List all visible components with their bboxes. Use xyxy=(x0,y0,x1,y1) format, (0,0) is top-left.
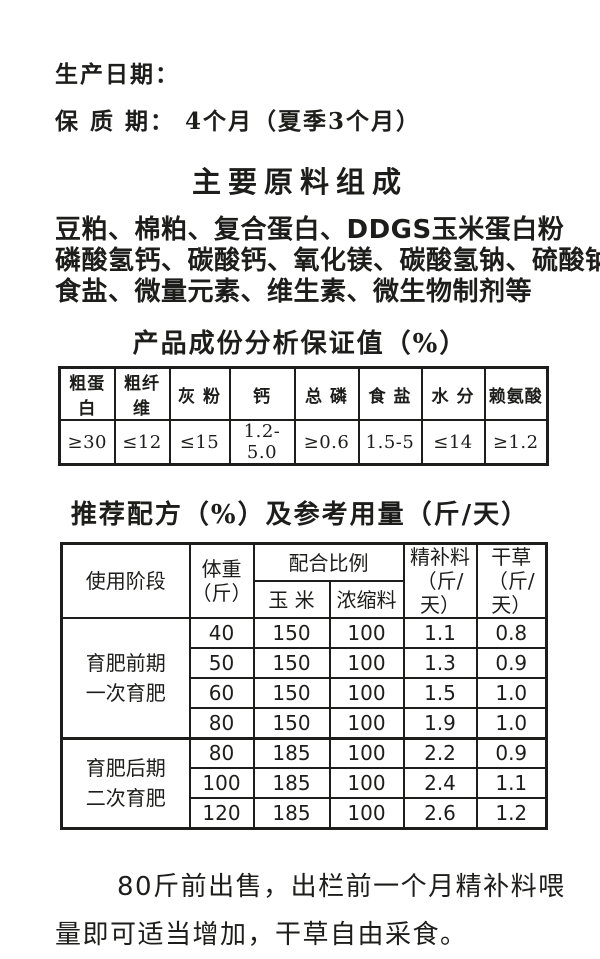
analysis-header-cell: 粗纤维 xyxy=(113,366,171,421)
shelf-life-value: 4个月（夏季3个月） xyxy=(185,108,422,135)
analysis-value-cell: ≥30 xyxy=(58,419,116,466)
analysis-value-cell: ≤12 xyxy=(113,419,171,466)
weight-cell: 40 xyxy=(188,617,255,649)
concentrate-cell: 100 xyxy=(328,647,405,679)
supplement-cell: 2.4 xyxy=(402,767,478,799)
hay-cell: 0.9 xyxy=(475,736,548,769)
table-row: 120 185 100 2.6 1.2 xyxy=(62,797,548,829)
stage-column-header: 使用阶段 xyxy=(60,542,191,619)
hay-cell: 1.0 xyxy=(475,707,548,739)
supplement-cell: 2.2 xyxy=(402,736,478,769)
weight-cell: 50 xyxy=(188,647,255,679)
hay-cell: 1.0 xyxy=(475,677,548,709)
ingredients-title: 主要原料组成 xyxy=(191,165,408,199)
production-date-line: 生产日期： xyxy=(55,0,600,89)
hay-column-header: 干草 （斤/天） xyxy=(475,542,548,619)
usage-note: 80斤前出售，出栏前一个月精补料喂 量即可适当增加，干草自由采食。 xyxy=(55,863,566,959)
corn-cell: 150 xyxy=(252,707,331,739)
supplement-cell: 1.5 xyxy=(402,677,478,709)
supplement-cell: 1.9 xyxy=(402,707,478,739)
analysis-value-cell: ≥1.2 xyxy=(483,419,549,466)
recommendation-header-row-1: 使用阶段 体重 （斤） 配合比例 精补料 （斤/天） 干草 （斤/天） xyxy=(60,542,548,619)
analysis-table: 粗蛋白 粗纤维 灰 粉 钙 总 磷 食 盐 水 分 赖氨酸 ≥30 ≤12 ≤1… xyxy=(58,366,549,466)
supplement-cell: 1.3 xyxy=(402,647,478,679)
supplement-cell: 1.1 xyxy=(402,617,478,649)
corn-cell: 185 xyxy=(252,736,331,769)
analysis-value-cell: ≤14 xyxy=(420,419,486,466)
feed-label-page: 生产日期： 保 质 期： 4个月（夏季3个月） 主要原料组成 豆粕、棉粕、复合蛋… xyxy=(55,0,600,950)
ratio-column-header: 配合比例 xyxy=(252,542,405,583)
analysis-header-row: 粗蛋白 粗纤维 灰 粉 钙 总 磷 食 盐 水 分 赖氨酸 xyxy=(58,366,549,421)
hay-cell: 1.2 xyxy=(475,797,548,829)
weight-cell: 100 xyxy=(188,767,255,799)
corn-cell: 150 xyxy=(252,617,331,649)
analysis-header-cell: 钙 xyxy=(228,366,296,421)
concentrate-cell: 100 xyxy=(328,767,405,799)
recommendation-table: 使用阶段 体重 （斤） 配合比例 精补料 （斤/天） 干草 （斤/天） 玉 米 … xyxy=(60,542,548,830)
supplement-column-header: 精补料 （斤/天） xyxy=(402,542,478,619)
stage-line: 二次育肥 xyxy=(85,786,166,810)
weight-header-line: 体重 xyxy=(201,557,242,581)
hay-header-line: 干草 xyxy=(491,545,532,569)
ingredients-paragraph: 豆粕、棉粕、复合蛋白、DDGS玉米蛋白粉 磷酸氢钙、碳酸钙、氧化镁、碳酸氢钠、硫… xyxy=(55,215,600,308)
usage-note-line: 量即可适当增加，干草自由采食。 xyxy=(55,919,468,950)
table-row: 育肥后期 二次育肥 80 185 100 2.2 0.9 xyxy=(60,736,548,829)
hay-header-unit: （斤/天） xyxy=(487,569,535,617)
stage-line: 育肥前期 xyxy=(85,650,166,675)
corn-cell: 150 xyxy=(252,677,331,709)
weight-cell: 60 xyxy=(188,677,255,709)
supplement-cell: 2.6 xyxy=(402,797,478,829)
analysis-header-cell: 总 磷 xyxy=(293,366,360,421)
hay-cell: 1.1 xyxy=(475,767,548,799)
concentrate-cell: 100 xyxy=(328,707,405,739)
weight-cell: 80 xyxy=(188,736,255,769)
recommendation-title: 推荐配方（%）及参考用量（斤/天） xyxy=(70,500,530,530)
analysis-value-cell: ≥0.6 xyxy=(293,419,360,466)
production-date-label: 生产日期： xyxy=(55,61,180,88)
ingredients-line: 豆粕、棉粕、复合蛋白、DDGS玉米蛋白粉 xyxy=(55,215,565,245)
shelf-life-label: 保 质 期： xyxy=(55,108,176,135)
analysis-header-cell: 粗蛋白 xyxy=(58,366,116,421)
analysis-value-row: ≥30 ≤12 ≤15 1.2-5.0 ≥0.6 1.5-5 ≤14 ≥1.2 xyxy=(58,419,549,466)
concentrate-cell: 100 xyxy=(328,736,405,769)
table-row: 50 150 100 1.3 0.9 xyxy=(62,647,548,679)
analysis-value-cell: 1.5-5 xyxy=(357,419,423,466)
hay-cell: 0.9 xyxy=(475,647,548,679)
usage-note-line: 80斤前出售，出栏前一个月精补料喂 xyxy=(117,871,566,902)
corn-cell: 150 xyxy=(252,647,331,679)
weight-column-header: 体重 （斤） xyxy=(188,542,255,619)
supplement-header-line: 精补料 xyxy=(410,545,470,569)
weight-cell: 80 xyxy=(188,707,255,739)
corn-cell: 185 xyxy=(252,797,331,829)
concentrate-cell: 100 xyxy=(328,617,405,649)
table-row: 60 150 100 1.5 1.0 xyxy=(62,677,548,709)
analysis-header-cell: 食 盐 xyxy=(357,366,423,421)
supplement-header-unit: （斤/天） xyxy=(416,569,464,617)
analysis-title: 产品成份分析保证值（%） xyxy=(132,329,468,359)
shelf-life-line: 保 质 期： 4个月（夏季3个月） xyxy=(55,102,600,136)
hay-cell: 0.8 xyxy=(475,617,548,649)
table-row: 80 150 100 1.9 1.0 xyxy=(62,707,548,739)
corn-cell: 185 xyxy=(252,767,331,799)
concentrate-cell: 100 xyxy=(328,677,405,709)
table-row: 100 185 100 2.4 1.1 xyxy=(62,767,548,799)
recommendation-header-row-2: 玉 米 浓缩料 xyxy=(62,580,547,619)
ingredients-line: 食盐、微量元素、维生素、微生物制剂等 xyxy=(55,277,533,307)
analysis-header-cell: 灰 粉 xyxy=(168,366,231,421)
analysis-value-cell: ≤15 xyxy=(168,419,231,466)
analysis-header-cell: 水 分 xyxy=(420,366,486,421)
ingredients-line: 磷酸氢钙、碳酸钙、氧化镁、碳酸氢钠、硫酸钠 xyxy=(55,246,600,276)
stage-line: 一次育肥 xyxy=(85,680,166,705)
weight-header-unit: （斤） xyxy=(191,581,252,605)
analysis-value-cell: 1.2-5.0 xyxy=(228,419,296,466)
concentrate-column-header: 浓缩料 xyxy=(328,580,405,619)
table-row: 育肥前期 一次育肥 40 150 100 1.1 0.8 xyxy=(60,617,548,739)
analysis-header-cell: 赖氨酸 xyxy=(483,366,549,421)
concentrate-cell: 100 xyxy=(328,797,405,829)
stage-cell: 育肥前期 一次育肥 xyxy=(60,617,191,739)
stage-cell: 育肥后期 二次育肥 xyxy=(60,736,191,829)
weight-cell: 120 xyxy=(188,797,255,829)
stage-line: 育肥后期 xyxy=(85,756,166,780)
corn-column-header: 玉 米 xyxy=(252,580,331,619)
